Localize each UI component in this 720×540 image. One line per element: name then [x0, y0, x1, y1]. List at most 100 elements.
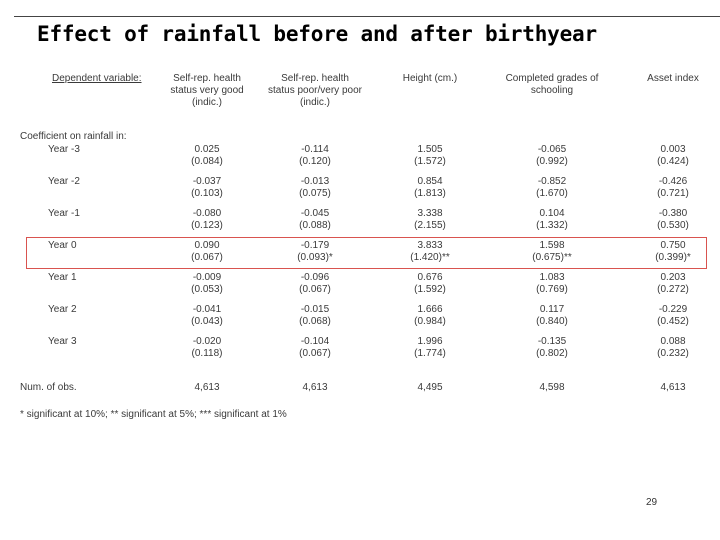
standard-error-cell: (0.992) [536, 156, 568, 167]
column-header-line: Asset index [647, 73, 699, 84]
row-label: Year -3 [48, 144, 80, 155]
coefficient-cell: -0.037 [192, 176, 222, 187]
significance-footnote: * significant at 10%; ** significant at … [20, 409, 287, 420]
nobs-cell: 4,613 [302, 382, 328, 393]
row-label: Year 2 [48, 304, 77, 315]
standard-error-cell: (0.802) [536, 348, 568, 359]
coefficient-cell: -0.041 [192, 304, 222, 315]
column-header-line: Self-rep. health [173, 73, 241, 84]
standard-error-cell: (0.088) [299, 220, 331, 231]
slide-title: Effect of rainfall before and after birt… [37, 22, 597, 46]
row-label: Year 3 [48, 336, 77, 347]
coefficient-cell: 0.025 [194, 144, 220, 155]
row-label: Year -1 [48, 208, 80, 219]
coefficient-cell: -0.104 [300, 336, 330, 347]
standard-error-cell: (0.093)* [297, 252, 333, 263]
standard-error-cell: (1.572) [414, 156, 446, 167]
nobs-cell: 4,598 [539, 382, 565, 393]
year-0-highlight-box [26, 237, 707, 269]
coefficient-cell: 0.104 [539, 208, 565, 219]
nobs-label: Num. of obs. [20, 382, 77, 393]
standard-error-cell: (0.084) [191, 156, 223, 167]
coefficient-cell: 0.203 [660, 272, 686, 283]
coefficient-label: Coefficient on rainfall in: [20, 131, 127, 142]
standard-error-cell: (0.067) [191, 252, 223, 263]
standard-error-cell: (0.120) [299, 156, 331, 167]
dependent-variable-label: Dependent variable: [52, 73, 142, 84]
standard-error-cell: (0.530) [657, 220, 689, 231]
coefficient-cell: 1.083 [539, 272, 565, 283]
coefficient-cell: -0.080 [192, 208, 222, 219]
standard-error-cell: (0.272) [657, 284, 689, 295]
standard-error-cell: (0.675)** [532, 252, 572, 263]
coefficient-cell: -0.096 [300, 272, 330, 283]
column-header-line: status very good [170, 85, 244, 96]
coefficient-cell: 1.598 [539, 240, 565, 251]
standard-error-cell: (0.424) [657, 156, 689, 167]
coefficient-cell: -0.114 [301, 144, 329, 155]
standard-error-cell: (1.420)** [410, 252, 450, 263]
standard-error-cell: (0.232) [657, 348, 689, 359]
nobs-cell: 4,613 [660, 382, 686, 393]
standard-error-cell: (0.053) [191, 284, 223, 295]
standard-error-cell: (0.103) [191, 188, 223, 199]
nobs-cell: 4,495 [417, 382, 443, 393]
row-label: Year 1 [48, 272, 77, 283]
standard-error-cell: (0.068) [299, 316, 331, 327]
standard-error-cell: (0.721) [657, 188, 689, 199]
standard-error-cell: (0.067) [299, 284, 331, 295]
coefficient-cell: 1.505 [417, 144, 443, 155]
column-header-line: Self-rep. health [281, 73, 349, 84]
top-rule [14, 16, 720, 17]
coefficient-cell: 0.117 [539, 304, 565, 315]
coefficient-cell: -0.065 [537, 144, 567, 155]
standard-error-cell: (0.043) [191, 316, 223, 327]
standard-error-cell: (1.670) [536, 188, 568, 199]
standard-error-cell: (1.592) [414, 284, 446, 295]
column-header-line: (indic.) [191, 97, 223, 108]
standard-error-cell: (0.075) [299, 188, 331, 199]
row-label: Year 0 [48, 240, 77, 251]
coefficient-cell: -0.015 [300, 304, 330, 315]
standard-error-cell: (1.332) [536, 220, 568, 231]
coefficient-cell: -0.426 [658, 176, 688, 187]
coefficient-cell: 0.676 [417, 272, 443, 283]
standard-error-cell: (0.399)* [655, 252, 691, 263]
coefficient-cell: -0.852 [537, 176, 567, 187]
standard-error-cell: (0.452) [657, 316, 689, 327]
coefficient-cell: -0.179 [300, 240, 330, 251]
row-label: Year -2 [48, 176, 80, 187]
standard-error-cell: (0.067) [299, 348, 331, 359]
coefficient-cell: -0.135 [537, 336, 567, 347]
nobs-cell: 4,613 [194, 382, 220, 393]
column-header-line: status poor/very poor [268, 85, 362, 96]
coefficient-cell: -0.229 [658, 304, 688, 315]
coefficient-cell: -0.009 [192, 272, 222, 283]
coefficient-cell: 0.090 [194, 240, 220, 251]
coefficient-cell: -0.045 [300, 208, 330, 219]
coefficient-cell: -0.013 [300, 176, 330, 187]
standard-error-cell: (1.813) [414, 188, 446, 199]
standard-error-cell: (1.774) [414, 348, 446, 359]
standard-error-cell: (2.155) [414, 220, 446, 231]
coefficient-cell: 1.666 [417, 304, 443, 315]
page-number: 29 [646, 497, 658, 508]
standard-error-cell: (0.984) [414, 316, 446, 327]
coefficient-cell: 0.003 [660, 144, 686, 155]
column-header-line: Completed grades of [505, 73, 599, 84]
standard-error-cell: (0.123) [191, 220, 223, 231]
column-header-line: Height (cm.) [402, 73, 458, 84]
coefficient-cell: -0.380 [658, 208, 688, 219]
coefficient-cell: 0.750 [660, 240, 686, 251]
standard-error-cell: (0.840) [536, 316, 568, 327]
coefficient-cell: 1.996 [417, 336, 443, 347]
coefficient-cell: 0.088 [660, 336, 686, 347]
coefficient-cell: -0.020 [192, 336, 222, 347]
column-header-line: schooling [530, 85, 574, 96]
coefficient-cell: 3.338 [417, 208, 443, 219]
column-header-line: (indic.) [299, 97, 331, 108]
coefficient-cell: 0.854 [417, 176, 443, 187]
coefficient-cell: 3.833 [417, 240, 443, 251]
standard-error-cell: (0.769) [536, 284, 568, 295]
standard-error-cell: (0.118) [191, 348, 223, 359]
